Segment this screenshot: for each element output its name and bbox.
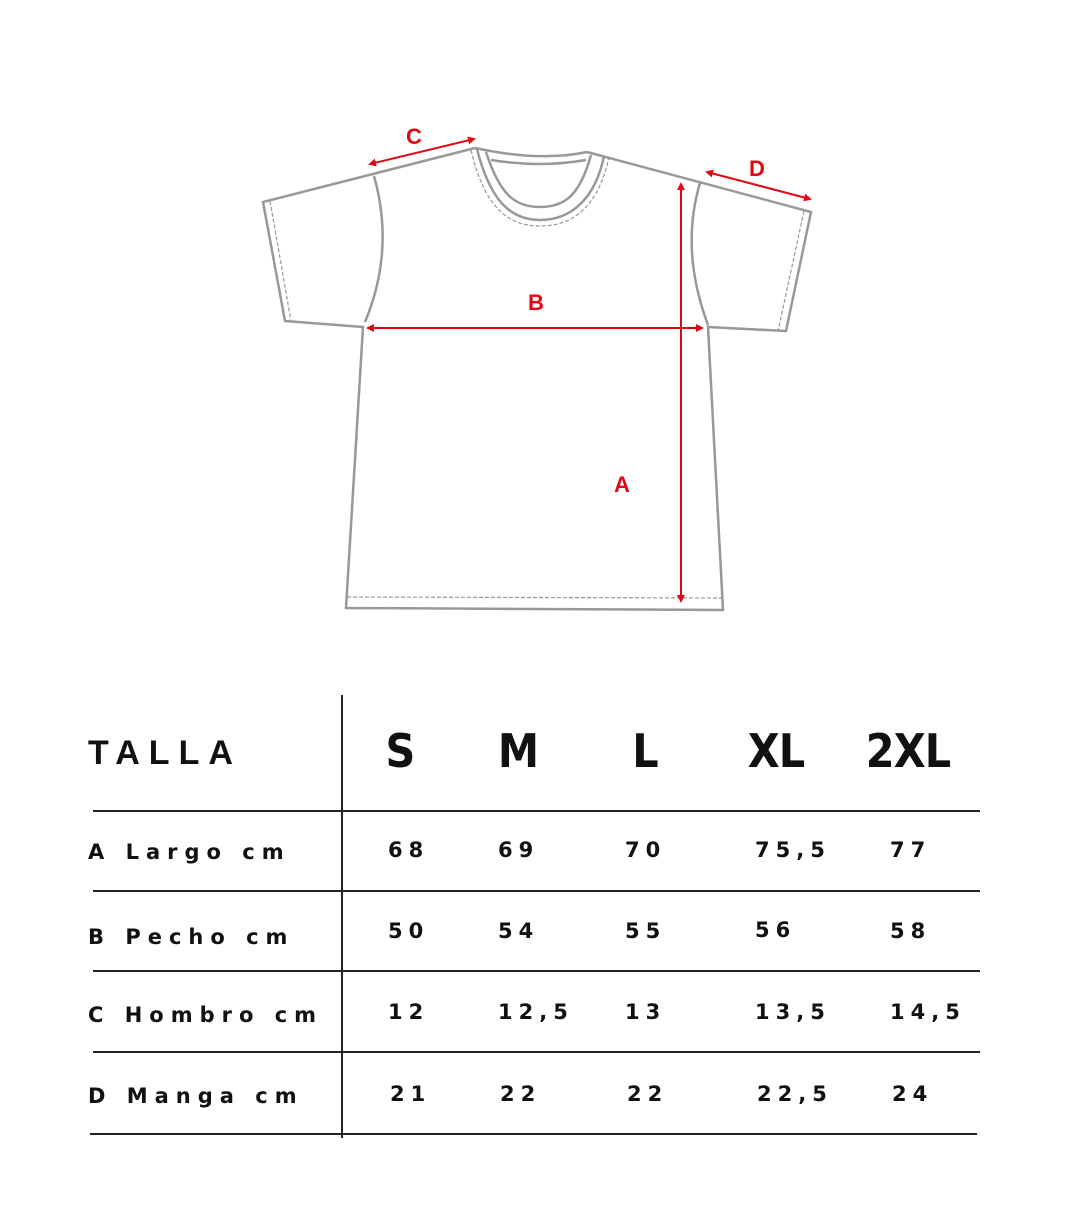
tshirt-diagram: C D B A (261, 124, 813, 612)
row-divider (93, 890, 980, 892)
cell: 75,5 (755, 838, 831, 862)
label-a: A (614, 472, 630, 497)
column-divider (341, 695, 343, 1138)
row-divider (93, 810, 980, 812)
label-c: C (406, 124, 422, 149)
arrow-c (368, 136, 476, 167)
cell: 69 (498, 838, 540, 862)
cell: 22 (627, 1082, 669, 1106)
cell: 50 (388, 919, 430, 943)
cell: 54 (498, 919, 540, 943)
row-divider (93, 1051, 980, 1053)
row-label: A Largo cm (88, 840, 291, 864)
cell: 56 (755, 918, 797, 942)
cell: 22 (500, 1082, 542, 1106)
cell: 58 (890, 919, 932, 943)
measure-arrows (366, 136, 812, 603)
cell: 12,5 (498, 1000, 574, 1024)
label-d: D (749, 156, 765, 181)
cell: 55 (625, 919, 667, 943)
label-b: B (528, 290, 544, 315)
cell: 14,5 (890, 1000, 966, 1024)
cell: 70 (625, 838, 667, 862)
row-label: B Pecho cm (88, 925, 295, 949)
cell: 68 (388, 838, 430, 862)
row-label: D Manga cm (88, 1084, 304, 1108)
size-2xl: 2XL (865, 724, 951, 778)
row-divider (90, 1133, 977, 1135)
size-s: S (385, 724, 416, 778)
row-label: C Hombro cm (88, 1003, 324, 1027)
cell: 24 (892, 1082, 934, 1106)
size-m: M (497, 724, 539, 778)
row-divider (93, 970, 980, 972)
size-xl: XL (747, 724, 805, 778)
cell: 12 (388, 1000, 430, 1024)
table-header-talla: TALLA (88, 734, 242, 772)
tshirt-outline (261, 146, 813, 612)
cell: 13 (625, 1000, 667, 1024)
cell: 13,5 (755, 1000, 831, 1024)
arrow-d (705, 169, 812, 202)
cell: 21 (390, 1082, 432, 1106)
cell: 77 (890, 838, 932, 862)
stitching (269, 149, 805, 599)
size-l: L (632, 724, 658, 778)
cell: 22,5 (757, 1082, 833, 1106)
